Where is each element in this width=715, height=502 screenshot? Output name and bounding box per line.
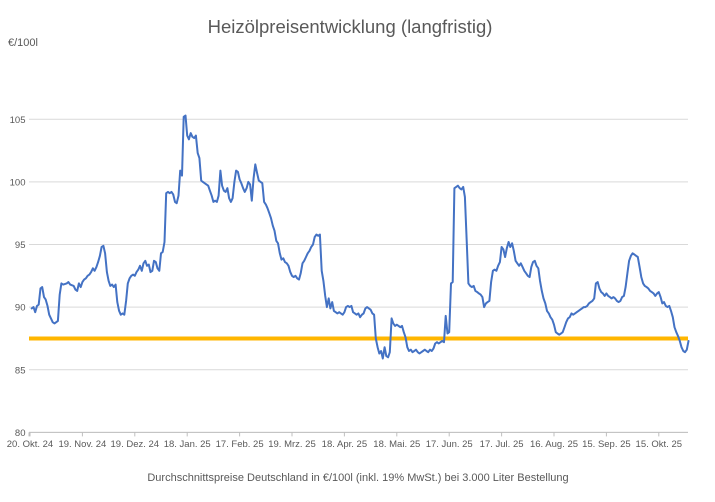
x-axis-tick-labels: 20. Okt. 24 19. Nov. 24 19. Dez. 24 18. Jan… [7, 439, 682, 450]
chart-title: Heizölpreisentwicklung (langfristig) [208, 16, 493, 37]
x-axis-tick-label: 20. Okt. 24 [7, 439, 53, 450]
y-axis-tick-label: 90 [15, 303, 26, 314]
x-axis-tick-label: 19. Dez. 24 [111, 439, 160, 450]
x-axis-tick-label: 17. Jun. 25 [426, 439, 473, 450]
gridlines [29, 118, 688, 433]
chart-footnote: Durchschnittspreise Deutschland in €/100… [147, 472, 568, 484]
price-series-line [30, 114, 690, 360]
x-axis-tick-label: 18. Jan. 25 [164, 439, 211, 450]
y-axis-tick-label: 85 [15, 365, 26, 376]
y-axis-tick-label: 100 [10, 177, 26, 188]
x-axis-tick-label: 19. Mrz. 25 [268, 439, 316, 450]
x-axis-tick-label: 15. Okt. 25 [636, 439, 682, 450]
y-axis-tick-label: 80 [15, 428, 26, 439]
x-axis-tick-label: 18. Mai. 25 [373, 439, 420, 450]
x-axis-tick-label: 17. Feb. 25 [216, 439, 264, 450]
axes [28, 431, 688, 437]
y-axis-tick-labels: 80 85 90 95 100 105 [10, 115, 26, 439]
y-axis-tick-label: 105 [10, 115, 26, 126]
x-axis-tick-label: 17. Jul. 25 [480, 439, 524, 450]
x-axis-tick-label: 18. Apr. 25 [322, 439, 367, 450]
y-axis-tick-label: 95 [15, 240, 26, 251]
x-axis-tick-label: 16. Aug. 25 [530, 439, 578, 450]
x-axis-tick-label: 15. Sep. 25 [582, 439, 631, 450]
x-axis-tick-label: 19. Nov. 24 [58, 439, 106, 450]
y-axis-unit-label: €/100l [8, 37, 38, 49]
